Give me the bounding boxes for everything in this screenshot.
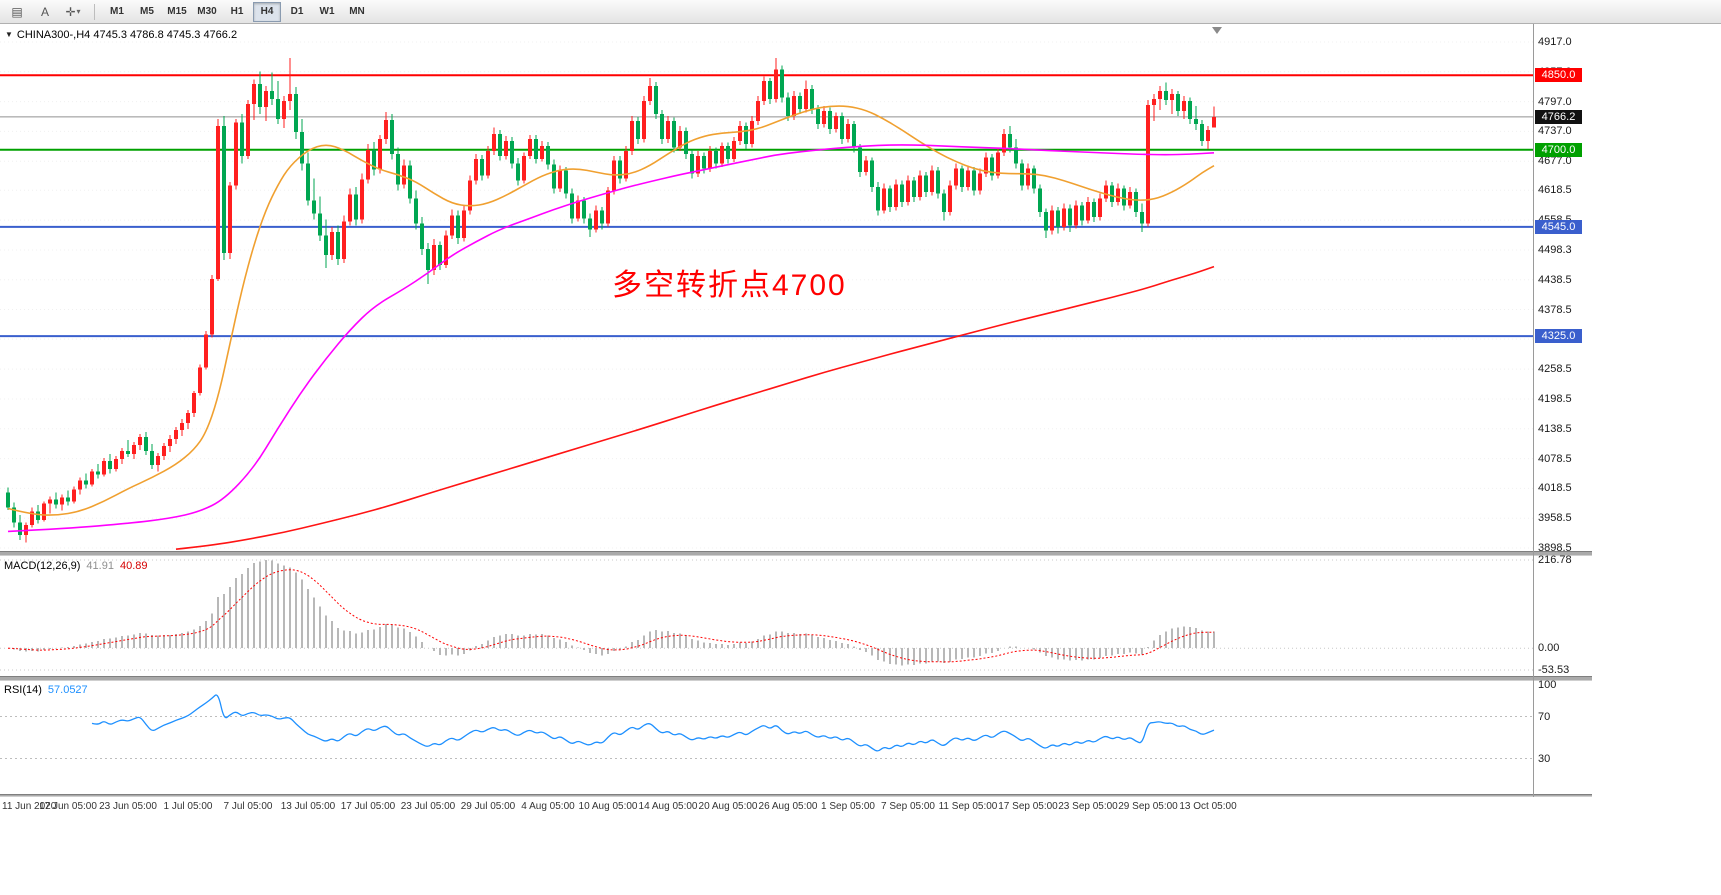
timeframe-button-d1[interactable]: D1 [290, 6, 304, 17]
symbol-ohlc-readout: CHINA300-,H4 4745.3 4786.8 4745.3 4766.2 [16, 29, 238, 41]
time-axis-label: 29 Jul 05:00 [460, 801, 516, 812]
dropdown-caret-icon: ▾ [76, 7, 81, 16]
macd-main-value: 41.91 [86, 560, 114, 572]
time-axis-label: 7 Jul 05:00 [223, 801, 273, 812]
toolbar: ▤ A ✛ ▾ M1 M5 M15 M30 H1 H4 D1 W1 MN [0, 0, 1721, 24]
time-axis-label: 14 Aug 05:00 [638, 801, 698, 812]
time-axis-label: 10 Aug 05:00 [578, 801, 638, 812]
macd-signal-value: 40.89 [119, 560, 148, 572]
rsi-name: RSI(14) [4, 684, 42, 696]
time-axis[interactable]: 11 Jun 2020 17 Jun 05:00 23 Jun 05:00 1 Jul… [0, 797, 1533, 823]
price-axis[interactable] [1534, 24, 1590, 794]
time-axis-label: 23 Sep 05:00 [1058, 801, 1118, 812]
time-axis-label: 13 Oct 05:00 [1179, 801, 1237, 812]
candles-layer [6, 57, 1216, 543]
time-axis-label: 20 Aug 05:00 [698, 801, 758, 812]
chart-type-button[interactable]: ▤ [4, 1, 30, 23]
timeframe-button-h1[interactable]: H1 [230, 6, 244, 17]
time-axis-label: 1 Sep 05:00 [821, 801, 875, 812]
timeframe-button-m30[interactable]: M30 [197, 6, 217, 17]
time-axis-label: 29 Sep 05:00 [1118, 801, 1178, 812]
draw-tool-button[interactable]: ✛ ▾ [60, 1, 86, 23]
ma-slow-line [175, 265, 1215, 550]
timeframe-button-m1[interactable]: M1 [110, 6, 124, 17]
macd-indicator-label: MACD(12,26,9) 41.91 40.89 [4, 560, 147, 572]
timeframe-button-w1[interactable]: W1 [319, 6, 335, 17]
time-axis-label: 4 Aug 05:00 [521, 801, 575, 812]
timeframe-button-m15[interactable]: M15 [167, 6, 187, 17]
panel-separator[interactable] [0, 794, 1592, 797]
time-axis-label: 13 Jul 05:00 [280, 801, 336, 812]
panel-separator[interactable] [0, 676, 1592, 681]
time-axis-label: 7 Sep 05:00 [881, 801, 935, 812]
time-axis-label: 11 Sep 05:00 [938, 801, 998, 812]
time-axis-label: 23 Jul 05:00 [400, 801, 456, 812]
ma-medium-line [7, 144, 1215, 533]
time-axis-label: 1 Jul 05:00 [163, 801, 213, 812]
timeframe-button-mn[interactable]: MN [349, 6, 365, 17]
chart-shift-marker-icon [1212, 27, 1222, 34]
axis-border-line [1533, 24, 1534, 797]
panel-separator[interactable] [0, 551, 1592, 556]
rsi-indicator-label: RSI(14) 57.0527 [4, 684, 88, 696]
chart-annotation-text[interactable]: 多空转折点4700 [612, 269, 847, 302]
timeframe-button-h4[interactable]: H4 [253, 1, 281, 22]
macd-histogram [13, 560, 1215, 666]
toolbar-separator [94, 3, 95, 20]
rsi-line [91, 694, 1215, 752]
macd-name: MACD(12,26,9) [4, 560, 81, 572]
text-tool-icon: A [40, 4, 49, 19]
chart-title: ▼ CHINA300-,H4 4745.3 4786.8 4745.3 4766.… [5, 29, 237, 41]
ma-fast-line [7, 105, 1215, 516]
rsi-value: 57.0527 [47, 684, 88, 696]
time-axis-label: 17 Jul 05:00 [340, 801, 396, 812]
macd-indicator-plot[interactable] [0, 556, 1533, 676]
time-axis-label: 26 Aug 05:00 [758, 801, 818, 812]
collapse-triangle-icon[interactable]: ▼ [5, 30, 13, 39]
rsi-indicator-plot[interactable] [0, 681, 1533, 794]
time-axis-label: 17 Sep 05:00 [998, 801, 1058, 812]
draw-tool-icon: ✛ [65, 4, 76, 19]
time-axis-label: 23 Jun 05:00 [99, 801, 157, 812]
price-chart-plot[interactable] [0, 24, 1533, 551]
time-axis-label: 17 Jun 05:00 [39, 801, 97, 812]
text-tool-button[interactable]: A [32, 1, 58, 23]
chart-type-icon: ▤ [11, 4, 23, 19]
time-axis-label: 11 Jun 2020 [2, 801, 57, 812]
macd-signal-line [7, 569, 1215, 663]
timeframe-button-m5[interactable]: M5 [140, 6, 154, 17]
